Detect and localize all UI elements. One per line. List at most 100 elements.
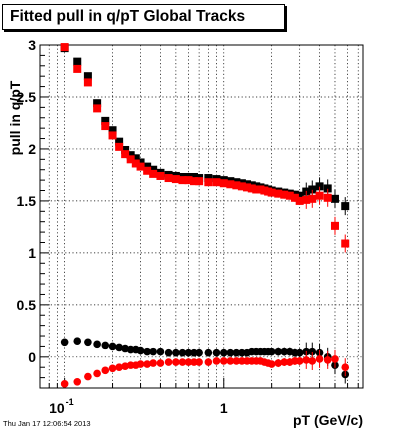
- data-point: [341, 239, 350, 248]
- data-point: [219, 179, 228, 188]
- data-point: [149, 347, 157, 356]
- data-point: [60, 338, 69, 347]
- ticks-layer: [39, 44, 359, 388]
- grid-layer: [39, 44, 363, 388]
- data-point: [315, 191, 324, 200]
- data-point: [101, 122, 110, 131]
- data-point: [274, 189, 283, 198]
- data-point: [156, 359, 165, 367]
- data-point: [302, 356, 311, 364]
- data-point: [101, 341, 110, 350]
- data-point: [341, 363, 350, 372]
- data-point: [121, 150, 130, 159]
- data-point: [83, 78, 92, 87]
- data-point: [108, 342, 117, 351]
- y-axis-title: pull in q/pT: [7, 80, 23, 155]
- data-point: [212, 348, 221, 357]
- data-point: [178, 176, 187, 185]
- data-point: [267, 188, 276, 197]
- y-tick-label: 1.5: [17, 193, 37, 209]
- data-point: [212, 178, 221, 187]
- data-point: [164, 358, 173, 366]
- series-1: [60, 43, 350, 253]
- data-point: [195, 348, 203, 357]
- data-point: [189, 173, 198, 182]
- data-point: [226, 180, 235, 189]
- data-point: [274, 347, 283, 356]
- data-point: [93, 104, 102, 113]
- y-tick-label: 1: [28, 245, 36, 261]
- data-point: [295, 348, 304, 357]
- data-point: [204, 358, 213, 366]
- data-point: [232, 357, 241, 365]
- data-point: [295, 191, 304, 200]
- data-point: [60, 43, 69, 52]
- data-point: [295, 357, 304, 365]
- data-point: [143, 166, 152, 175]
- data-point: [330, 221, 339, 230]
- data-point: [341, 202, 350, 211]
- data-point: [156, 347, 165, 356]
- data-point: [172, 358, 180, 366]
- data-point: [136, 360, 145, 368]
- data-point: [280, 358, 289, 366]
- data-point: [280, 347, 289, 356]
- data-point: [143, 347, 151, 356]
- data-point: [204, 178, 213, 187]
- data-point: [73, 57, 82, 66]
- data-point: [126, 151, 135, 160]
- data-point: [164, 348, 173, 357]
- data-point: [101, 116, 110, 125]
- data-point: [126, 155, 135, 164]
- data-point: [323, 356, 332, 364]
- data-point: [330, 194, 339, 203]
- data-point: [267, 360, 276, 368]
- data-point: [101, 366, 110, 375]
- data-point: [226, 348, 235, 357]
- data-point: [149, 359, 157, 367]
- data-point: [143, 162, 152, 171]
- data-point: [93, 369, 101, 378]
- y-tick-label: 0: [28, 349, 36, 365]
- footer-datetime: Thu Jan 17 12:06:54 2013: [3, 419, 91, 428]
- x-axis-title: pT (GeV/c): [293, 412, 363, 428]
- data-point: [108, 126, 117, 135]
- y-tick-label: 0.5: [17, 297, 37, 313]
- data-point: [108, 131, 117, 140]
- data-point: [267, 347, 276, 356]
- data-point: [315, 182, 324, 191]
- data-point: [243, 183, 252, 192]
- data-point: [136, 162, 145, 171]
- data-point: [204, 174, 213, 183]
- data-point: [331, 355, 339, 363]
- data-point: [184, 358, 193, 366]
- data-point: [252, 185, 261, 194]
- data-point: [83, 72, 92, 81]
- marks-layer: [60, 43, 350, 388]
- data-point: [60, 380, 69, 388]
- data-point: [73, 337, 82, 346]
- data-point: [172, 348, 180, 357]
- data-point: [178, 358, 187, 366]
- chart-title-box: Fitted pull in q/pT Global Tracks: [2, 4, 285, 30]
- data-point: [184, 176, 193, 185]
- data-point: [73, 64, 82, 73]
- series-3: [60, 349, 350, 388]
- data-point: [115, 137, 124, 146]
- data-point: [219, 357, 228, 365]
- data-point: [232, 348, 241, 357]
- data-point: [308, 185, 317, 194]
- data-point: [290, 193, 299, 202]
- x-tick-label-exponent: -1: [66, 397, 74, 407]
- data-point: [274, 359, 283, 367]
- data-point: [295, 196, 304, 205]
- data-point: [212, 357, 221, 365]
- y-tick-label: 3: [28, 37, 36, 53]
- data-point: [115, 142, 124, 151]
- data-point: [189, 177, 198, 186]
- data-point: [247, 184, 256, 193]
- data-point: [308, 347, 317, 356]
- data-point: [156, 171, 165, 180]
- data-point: [308, 194, 317, 203]
